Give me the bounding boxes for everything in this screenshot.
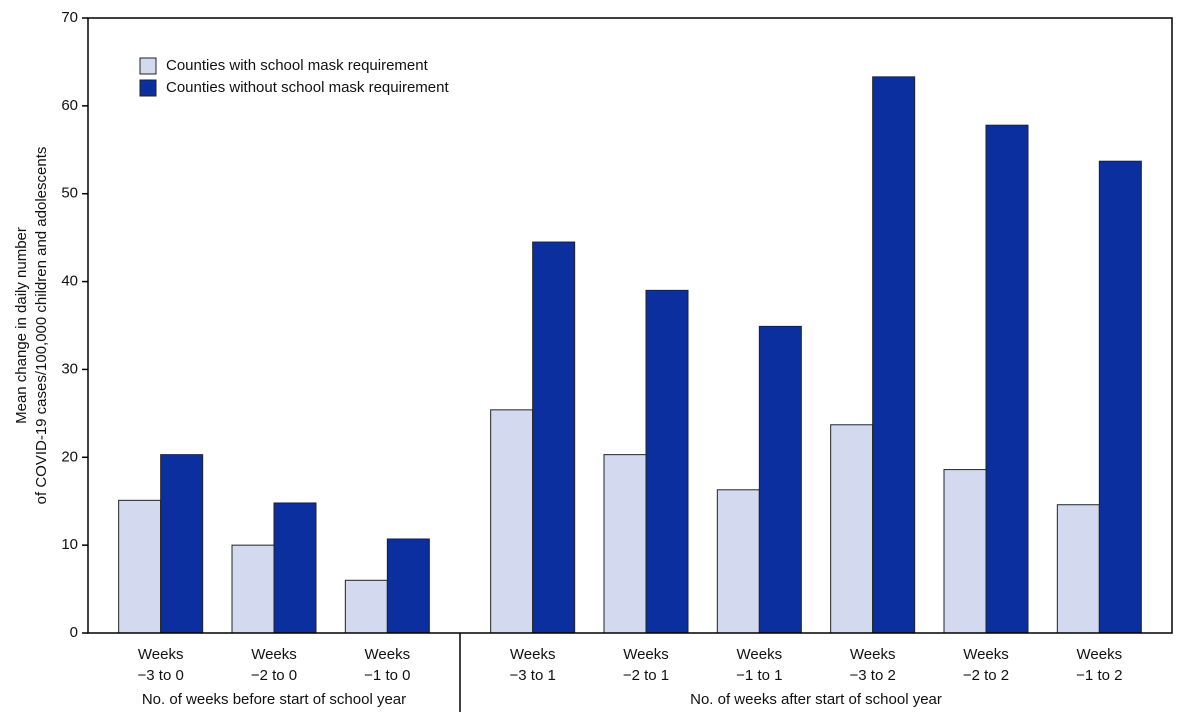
bar [490, 409, 534, 634]
plot-frame [87, 17, 1173, 634]
bar [943, 469, 987, 634]
bar [872, 76, 916, 634]
legend-label: Counties with school mask requirement [166, 57, 429, 74]
y-axis-label: of COVID-19 cases/100,000 children and a… [33, 147, 50, 505]
bar [1098, 160, 1142, 634]
y-tick-label: 40 [61, 273, 78, 290]
x-tick-label: Weeks [737, 646, 783, 663]
x-tick-label: −1 to 1 [736, 667, 782, 684]
bar [758, 325, 802, 634]
y-tick-label: 50 [61, 185, 78, 202]
y-tick-label: 70 [61, 9, 78, 26]
y-axis-label: Mean change in daily number [13, 227, 30, 424]
x-tick-label: −3 to 0 [138, 667, 184, 684]
y-tick-label: 10 [61, 536, 78, 553]
y-tick-label: 0 [70, 624, 78, 641]
x-tick-label: Weeks [1077, 646, 1123, 663]
x-tick-label: Weeks [850, 646, 896, 663]
bar [1056, 504, 1100, 634]
bar [830, 424, 874, 634]
x-tick-label: Weeks [365, 646, 411, 663]
x-tick-label: −2 to 1 [623, 667, 669, 684]
x-group-label: No. of weeks before start of school year [142, 691, 406, 708]
x-tick-label: Weeks [138, 646, 184, 663]
x-tick-label: Weeks [510, 646, 556, 663]
x-tick-label: −2 to 2 [963, 667, 1009, 684]
x-group-label: No. of weeks after start of school year [690, 691, 942, 708]
bar [386, 538, 430, 634]
bar [344, 579, 388, 634]
bar [985, 124, 1029, 634]
x-tick-label: −1 to 2 [1076, 667, 1122, 684]
bar [231, 544, 275, 634]
legend-label: Counties without school mask requirement [166, 79, 449, 96]
x-tick-label: Weeks [963, 646, 1009, 663]
x-tick-label: Weeks [623, 646, 669, 663]
bar [716, 489, 760, 634]
x-tick-label: −3 to 2 [850, 667, 896, 684]
x-tick-label: −3 to 1 [510, 667, 556, 684]
bar [160, 454, 204, 634]
bar [532, 241, 576, 634]
y-tick-label: 30 [61, 360, 78, 377]
bar [118, 499, 162, 634]
x-tick-label: Weeks [251, 646, 297, 663]
x-tick-label: −2 to 0 [251, 667, 297, 684]
legend-swatch [139, 79, 157, 97]
x-tick-label: −1 to 0 [364, 667, 410, 684]
bar [645, 289, 689, 634]
y-tick-label: 60 [61, 97, 78, 114]
bar [273, 502, 317, 634]
y-tick-label: 20 [61, 448, 78, 465]
bar [603, 454, 647, 634]
legend-swatch [139, 57, 157, 75]
